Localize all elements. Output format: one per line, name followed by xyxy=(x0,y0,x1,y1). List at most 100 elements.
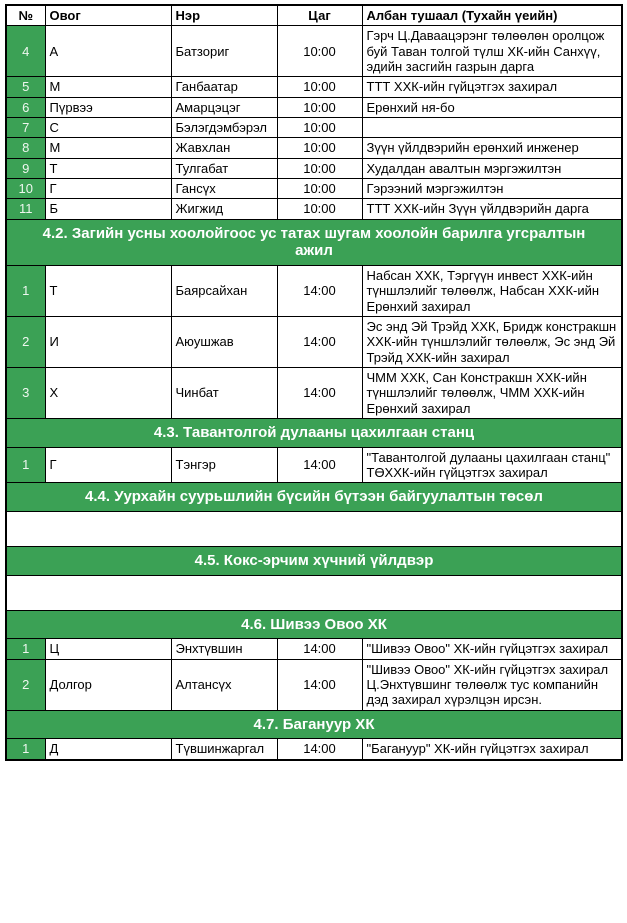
column-header-number: № xyxy=(5,4,46,27)
position-cell: "Шивээ Овоо" ХК-ийн гүйцэтгэх захирал Ц.… xyxy=(361,658,623,711)
name-cell: Баярсайхан xyxy=(170,264,278,317)
name-cell: Түвшинжаргал xyxy=(170,738,278,761)
time-cell: 14:00 xyxy=(276,315,363,368)
row-number-cell: 2 xyxy=(5,315,46,368)
name-cell: Тэнгэр xyxy=(170,446,278,484)
section-title-cell: 4.6. Шивээ Овоо ХК xyxy=(5,609,623,640)
table-row: 2 Долгор Алтансүх 14:00 "Шивээ Овоо" ХК-ийн … xyxy=(5,658,623,711)
name-cell: Батзориг xyxy=(170,25,278,78)
surname-cell: И xyxy=(44,315,172,368)
surname-cell: Пүрвээ xyxy=(44,96,172,118)
table-header-row: № Овог Нэр Цаг Албан тушаал (Тухайн үеий… xyxy=(5,4,623,27)
time-cell: 10:00 xyxy=(276,25,363,78)
name-cell: Гансүх xyxy=(170,177,278,200)
name-cell: Тулгабат xyxy=(170,157,278,179)
section-title: 4.6. Шивээ Овоо ХК xyxy=(241,615,387,633)
position-cell xyxy=(361,116,623,139)
table-row: 1 Д Түвшинжаргал 14:00 "Багануур" ХК-ийн гүй… xyxy=(5,738,623,761)
time-cell: 10:00 xyxy=(276,96,363,118)
time-cell: 14:00 xyxy=(276,638,363,660)
position-cell: ТТТ ХХК-ийн Зүүн үйлдвэрийн дарга xyxy=(361,198,623,220)
row-number-cell: 6 xyxy=(5,96,46,118)
section-header-row: 4.2. Загийн усны хоолойгоос ус татах шуг… xyxy=(5,218,623,266)
table-row: 1 Ц Энхтүвшин 14:00 "Шивээ Овоо" ХК-ийн гүйц… xyxy=(5,638,623,660)
row-number-cell: 5 xyxy=(5,76,46,98)
position-cell: Худалдан авалтын мэргэжилтэн xyxy=(361,157,623,179)
row-number-cell: 2 xyxy=(5,658,46,711)
position-cell: Гэрч Ц.Даваацэрэнг төлөөлөн оролцож буй … xyxy=(361,25,623,78)
section-title-cell: 4.2. Загийн усны хоолойгоос ус татах шуг… xyxy=(5,218,623,266)
time-cell: 10:00 xyxy=(276,137,363,159)
section-title-cell: 4.5. Кокс-эрчим хүчний үйлдвэр xyxy=(5,545,623,576)
name-cell: Ганбаатар xyxy=(170,76,278,98)
row-number-cell: 9 xyxy=(5,157,46,179)
table-body: 4 А Батзориг 10:00 Гэрч Ц.Даваацэрэнг төлөөл… xyxy=(5,25,623,761)
table-row: 7 С Бэлэгдэмбэрэл 10:00 xyxy=(5,116,623,139)
name-cell: Алтансүх xyxy=(170,658,278,711)
empty-row xyxy=(5,510,623,547)
surname-cell: Т xyxy=(44,157,172,179)
surname-cell: Б xyxy=(44,198,172,220)
position-cell: "Тавантолгой дулааны цахилгаан станц" ТӨ… xyxy=(361,446,623,484)
column-header-position: Албан тушаал (Тухайн үеийн) xyxy=(361,4,623,27)
time-cell: 10:00 xyxy=(276,116,363,139)
name-cell: Энхтүвшин xyxy=(170,638,278,660)
empty-cell xyxy=(5,510,623,547)
section-title-cell: 4.7. Багануур ХК xyxy=(5,709,623,740)
table-row: 9 Т Тулгабат 10:00 Худалдан авалтын мэргэжил… xyxy=(5,157,623,179)
table-row: 8 М Жавхлан 10:00 Зүүн үйлдвэрийн ерөнхий ин… xyxy=(5,137,623,159)
name-cell: Амарцэцэг xyxy=(170,96,278,118)
table-row: 5 М Ганбаатар 10:00 ТТТ ХХК-ийн гүйцэтгэх за… xyxy=(5,76,623,98)
surname-cell: Т xyxy=(44,264,172,317)
section-title-cell: 4.4. Уурхайн суурьшлийн бүсийн бүтээн ба… xyxy=(5,482,623,512)
row-number-cell: 1 xyxy=(5,638,46,660)
row-number-cell: 4 xyxy=(5,25,46,78)
surname-cell: Долгор xyxy=(44,658,172,711)
table-row: 1 Т Баярсайхан 14:00 Набсан ХХК, Тэргүүн инв… xyxy=(5,264,623,317)
section-title-cell: 4.3. Тавантолгой дулааны цахилгаан станц xyxy=(5,417,623,448)
row-number-cell: 3 xyxy=(5,366,46,419)
surname-cell: Г xyxy=(44,177,172,200)
position-cell: Ерөнхий ня-бо xyxy=(361,96,623,118)
table-row: 10 Г Гансүх 10:00 Гэрээний мэргэжилтэн xyxy=(5,177,623,200)
time-cell: 10:00 xyxy=(276,198,363,220)
section-header-row: 4.6. Шивээ Овоо ХК xyxy=(5,609,623,640)
surname-cell: А xyxy=(44,25,172,78)
column-header-time: Цаг xyxy=(276,4,363,27)
name-cell: Бэлэгдэмбэрэл xyxy=(170,116,278,139)
time-cell: 10:00 xyxy=(276,76,363,98)
time-cell: 14:00 xyxy=(276,738,363,761)
time-cell: 14:00 xyxy=(276,446,363,484)
section-header-row: 4.4. Уурхайн суурьшлийн бүсийн бүтээн ба… xyxy=(5,482,623,512)
column-header-name: Нэр xyxy=(170,4,278,27)
time-cell: 14:00 xyxy=(276,264,363,317)
name-cell: Аюушжав xyxy=(170,315,278,368)
surname-cell: М xyxy=(44,137,172,159)
row-number-cell: 11 xyxy=(5,198,46,220)
surname-cell: С xyxy=(44,116,172,139)
position-cell: ЧММ ХХК, Сан Констракшн ХХК-ийн түншлэли… xyxy=(361,366,623,419)
name-cell: Чинбат xyxy=(170,366,278,419)
row-number-cell: 1 xyxy=(5,264,46,317)
table-row: 4 А Батзориг 10:00 Гэрч Ц.Даваацэрэнг төлөөл… xyxy=(5,25,623,78)
surname-cell: Ц xyxy=(44,638,172,660)
position-cell: "Багануур" ХК-ийн гүйцэтгэх захирал xyxy=(361,738,623,761)
section-header-row: 4.5. Кокс-эрчим хүчний үйлдвэр xyxy=(5,545,623,576)
position-cell: "Шивээ Овоо" ХК-ийн гүйцэтгэх захирал xyxy=(361,638,623,660)
section-header-row: 4.3. Тавантолгой дулааны цахилгаан станц xyxy=(5,417,623,448)
time-cell: 14:00 xyxy=(276,366,363,419)
name-cell: Жавхлан xyxy=(170,137,278,159)
position-cell: ТТТ ХХК-ийн гүйцэтгэх захирал xyxy=(361,76,623,98)
section-title: 4.4. Уурхайн суурьшлийн бүсийн бүтээн ба… xyxy=(85,488,543,506)
table-row: 2 И Аюушжав 14:00 Эс энд Эй Трэйд ХХК, Бридж… xyxy=(5,315,623,368)
table-row: 6 Пүрвээ Амарцэцэг 10:00 Ерөнхий ня-бо xyxy=(5,96,623,118)
attendance-table: № Овог Нэр Цаг Албан тушаал (Тухайн үеий… xyxy=(5,4,623,761)
section-title: 4.5. Кокс-эрчим хүчний үйлдвэр xyxy=(194,551,434,569)
position-cell: Эс энд Эй Трэйд ХХК, Бридж констракшн ХХ… xyxy=(361,315,623,368)
section-title: 4.3. Тавантолгой дулааны цахилгаан станц xyxy=(153,423,475,441)
position-cell: Гэрээний мэргэжилтэн xyxy=(361,177,623,200)
row-number-cell: 1 xyxy=(5,446,46,484)
name-cell: Жигжид xyxy=(170,198,278,220)
time-cell: 10:00 xyxy=(276,157,363,179)
